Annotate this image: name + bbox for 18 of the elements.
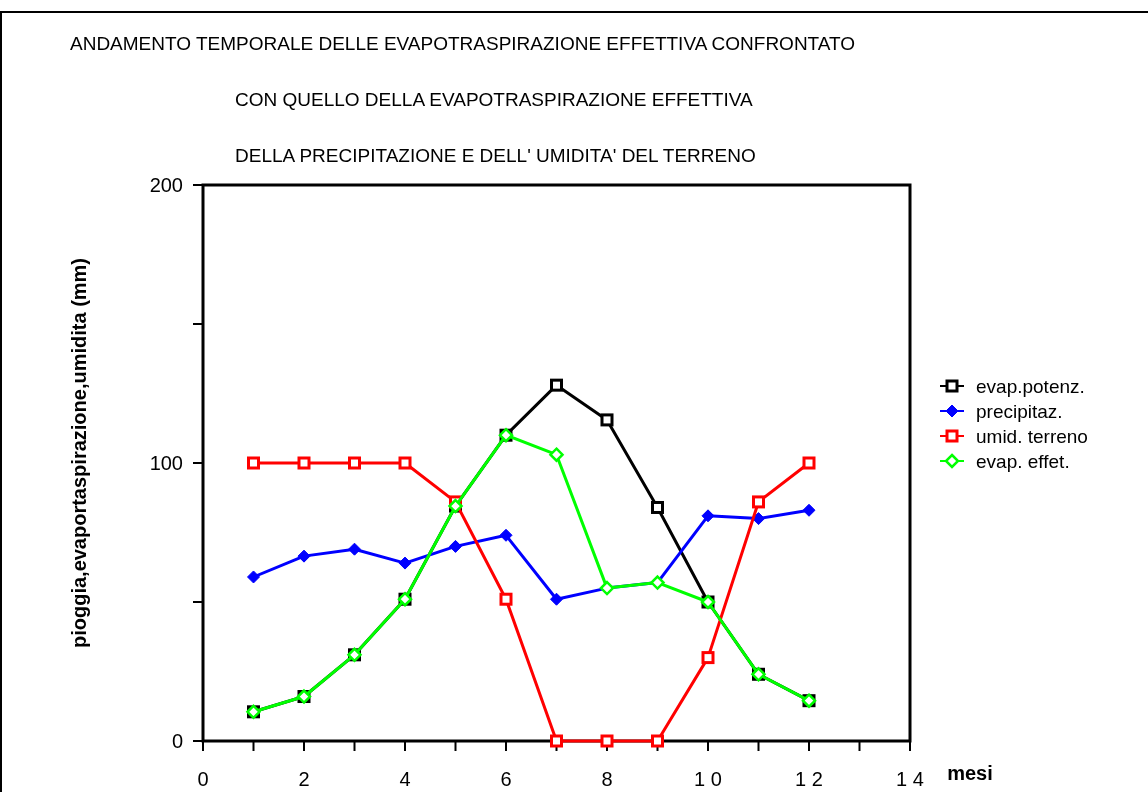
x-tick-label: 6	[500, 768, 512, 790]
x-tick-label: 8	[601, 768, 613, 790]
legend-label: evap.potenz.	[976, 376, 1085, 397]
x-axis-title: mesi	[947, 762, 993, 784]
y-axis-title: pioggia,evaportaspirazione,umidita (mm)	[68, 257, 90, 649]
x-tick-label: 4	[399, 768, 411, 790]
x-tick-label: 1 4	[896, 768, 924, 790]
x-tick-label: 0	[197, 768, 209, 790]
legend-label: umid. terreno	[976, 426, 1088, 447]
x-tick-label: 1 2	[795, 768, 823, 790]
legend-label: evap. effet.	[976, 451, 1070, 472]
legend-label: precipitaz.	[976, 401, 1063, 422]
y-tick-label: 0	[171, 730, 183, 752]
x-tick-label: 1 0	[694, 768, 722, 790]
y-tick-label: 200	[149, 174, 183, 196]
chart-title: ANDAMENTO TEMPORALE DELLE EVAPOTRASPIRAZIONE EFFETTIVA CONFRONTATO CON QUELLO DELLA EVAPOTRASPIRAZIONE EFFETTIVA DELLA PRECIPITAZIONE E DELL' UMIDITA' DEL TERRENO	[70, 33, 856, 166]
y-tick-label: 100	[149, 452, 183, 474]
x-tick-label: 2	[298, 768, 310, 790]
